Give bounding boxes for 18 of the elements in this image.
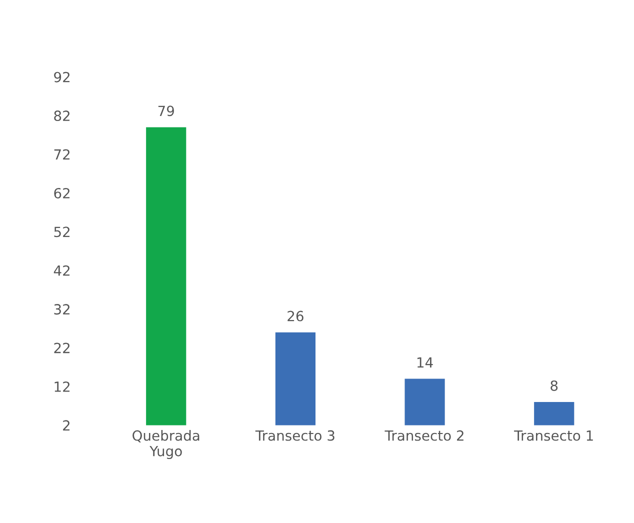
- y-tick-label: 52: [54, 226, 70, 238]
- data-label: 79: [158, 106, 174, 116]
- y-tick-label: 82: [54, 110, 70, 122]
- y-tick-label: 72: [54, 149, 70, 160]
- y-tick-label: 22: [54, 342, 70, 354]
- y-tick-label: 42: [54, 265, 70, 276]
- y-tick-label: 32: [54, 304, 70, 315]
- x-tick-label: Transecto 3: [255, 430, 334, 441]
- y-tick-label: 92: [54, 72, 70, 82]
- x-tick-label: Transecto 1: [514, 430, 593, 441]
- x-tick-label: Transecto 2: [384, 430, 464, 441]
- data-label: 26: [288, 310, 304, 322]
- x-tick-label: Quebrada Yugo: [132, 430, 200, 460]
- data-label: 14: [417, 357, 433, 368]
- y-tick-label: 12: [54, 381, 70, 392]
- data-label: 8: [550, 380, 558, 391]
- y-tick-label: 2: [63, 420, 70, 430]
- y-tick-label: 62: [54, 188, 70, 198]
